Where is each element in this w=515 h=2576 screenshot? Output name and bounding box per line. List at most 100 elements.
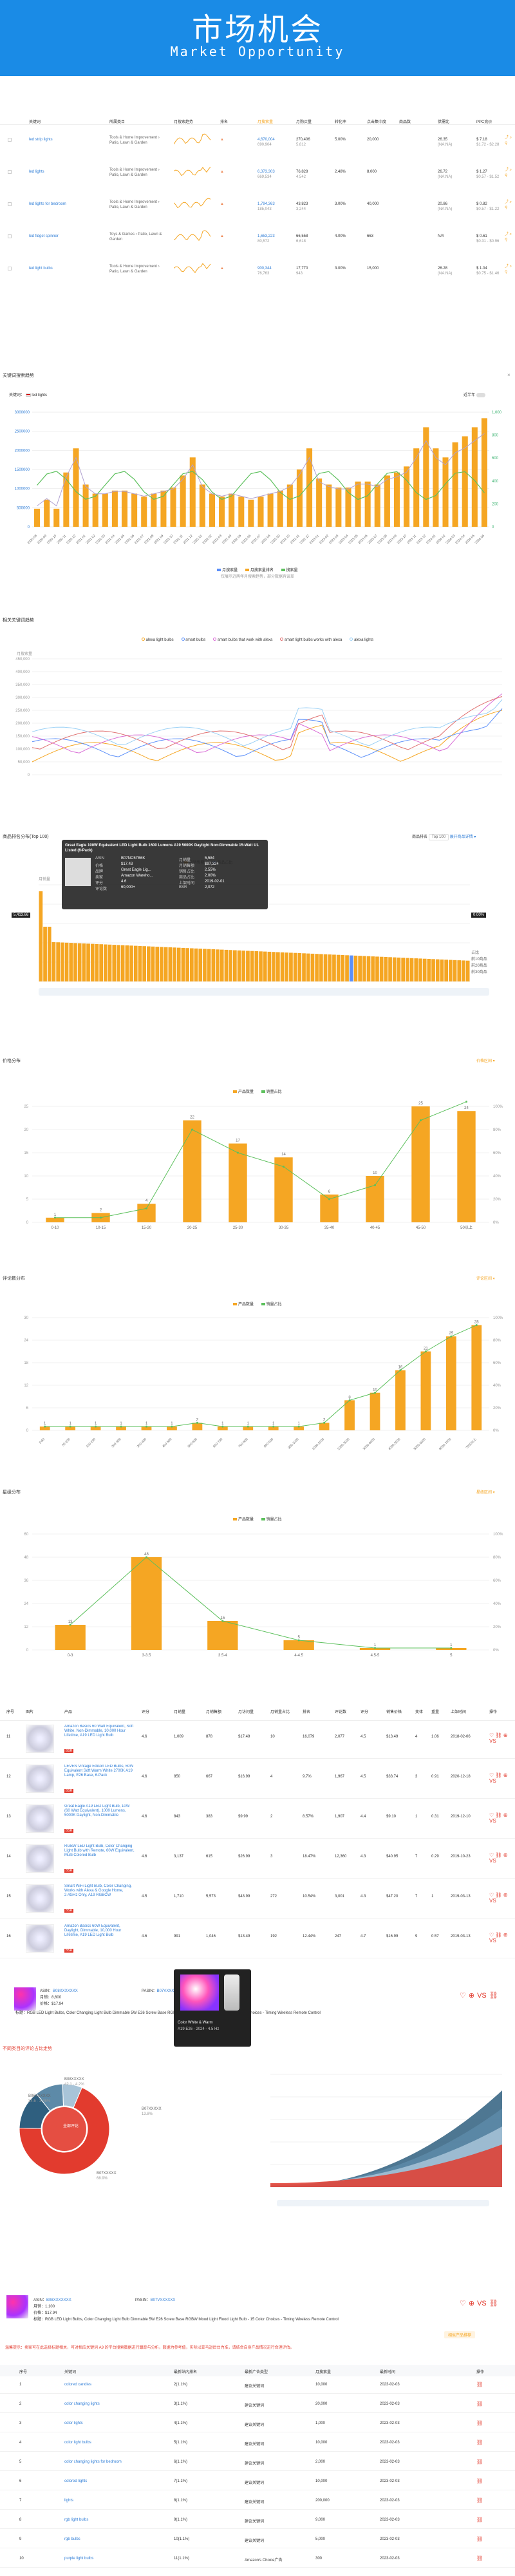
legend-item[interactable]: smart bulbs (181, 638, 205, 642)
product-thumb[interactable] (26, 1804, 54, 1833)
bt-action-icon[interactable]: ⛓ (476, 2459, 483, 2465)
similar-button[interactable]: 相似产品推荐 (444, 2331, 476, 2338)
compare-icon[interactable]: ⊕ (468, 1992, 475, 2000)
legend-item[interactable]: 产品数量 (233, 1303, 254, 1307)
kw-text[interactable]: led fidget spinner (29, 234, 59, 238)
bt-cell-1[interactable]: color changing lights (64, 2402, 100, 2406)
legend-item[interactable]: alexa lights (350, 638, 373, 642)
bar-value-label: 1 (145, 1422, 148, 1426)
row-checkbox[interactable] (8, 138, 12, 142)
y-tick: 36 (24, 1579, 28, 1583)
link-icon[interactable]: ⛓ (489, 1992, 498, 2000)
bt-action-icon[interactable]: ⛓ (476, 2497, 483, 2503)
ranking-bar (39, 891, 43, 981)
bt-action-icon[interactable]: ⛓ (476, 2382, 483, 2387)
bt-cell-1[interactable]: color light bulbs (64, 2441, 91, 2445)
bt-action-icon[interactable]: ⛓ (476, 2517, 483, 2523)
area-scrollbar[interactable] (277, 2200, 489, 2206)
pt-star: 4.3 (360, 1895, 366, 1899)
bt-cell-1[interactable]: purple light bulbs (64, 2557, 94, 2561)
row-action-icons[interactable]: ⤴ ⌕ ⚲ (505, 136, 512, 146)
bt-cell-1[interactable]: rgb light bulbs (64, 2518, 89, 2522)
kw-text[interactable]: led strip lights (29, 138, 53, 142)
link-icon[interactable]: ⛓ (489, 2300, 498, 2307)
product-thumb[interactable] (26, 1844, 54, 1873)
kw-text[interactable]: led lights (29, 170, 44, 174)
review-link[interactable]: 评论区间 ▾ (476, 1277, 495, 1281)
bt-cell-1[interactable]: color changing lights for bedroom (64, 2460, 122, 2464)
vs-icon[interactable]: VS (477, 1992, 487, 2000)
heart-icon[interactable]: ♡ (460, 1992, 466, 2000)
ranking-bar (176, 947, 181, 981)
product-name[interactable]: Amazon Basics 60W Equivalent, Daylight, … (64, 1924, 122, 1937)
pt-action-icons[interactable]: ♡ ⛓ ⊕ VS (489, 1852, 508, 1864)
ranking-bar (142, 946, 146, 981)
bt-cell-1[interactable]: lights (64, 2499, 74, 2503)
legend-item[interactable]: 月搜索量排名 (245, 569, 274, 573)
pt-action-icons[interactable]: ♡ ⛓ ⊕ VS (489, 1932, 508, 1944)
bt-cell-1[interactable]: color lights (64, 2421, 83, 2425)
bt-action-icon[interactable]: ⛓ (476, 2478, 483, 2484)
bt-action-icon[interactable]: ⛓ (476, 2536, 483, 2542)
legend-item[interactable]: smart bulbs that work with alexa (213, 638, 272, 642)
legend-item[interactable]: 月搜索量 (217, 569, 238, 573)
row-action-icons[interactable]: ⤴ ⌕ ⚲ (505, 232, 512, 242)
bt-action-icon[interactable]: ⛓ (476, 2555, 483, 2561)
pie-label-value: 68.9% (97, 2177, 108, 2181)
bt-action-icon[interactable]: ⛓ (476, 2439, 483, 2445)
legend-item[interactable]: 销量占比 (261, 1518, 282, 1522)
row-action-icons[interactable]: ⤴ ⌕ ⚲ (505, 168, 512, 178)
price-link[interactable]: 价格区间 ▾ (476, 1059, 495, 1063)
product-name[interactable]: RGBW LED Light Bulb, Color Changing Ligh… (64, 1844, 135, 1857)
legend-item[interactable]: 销量占比 (261, 1303, 282, 1307)
detail1-asin[interactable]: B08XXXXXXX (53, 1989, 78, 1993)
legend-item[interactable]: 搜索量 (281, 569, 298, 573)
product-thumb[interactable] (26, 1884, 54, 1913)
row-action-icons[interactable]: ⤴ ⌕ ⚲ (505, 200, 512, 210)
bt-action-icon[interactable]: ⛓ (476, 2420, 483, 2426)
compare-icon[interactable]: ⊕ (468, 2300, 475, 2307)
pt-action-icons[interactable]: ♡ ⛓ ⊕ VS (489, 1812, 508, 1824)
legend-item[interactable]: smart light bulbs works with alexa (280, 638, 342, 642)
row-checkbox[interactable] (8, 202, 12, 206)
bt-action-icon[interactable]: ⛓ (476, 2401, 483, 2407)
ranking-scrollbar[interactable] (39, 988, 489, 996)
legend-item[interactable]: 产品数量 (233, 1090, 254, 1094)
product-name[interactable]: Amazon Basics 60 Watt Equivalent, Soft W… (64, 1725, 134, 1738)
legend-item[interactable]: 产品数量 (233, 1518, 254, 1522)
bar-value-label: 6 (328, 1190, 331, 1194)
pt-action-icons[interactable]: ♡ ⛓ ⊕ VS (489, 1892, 508, 1904)
product-thumb[interactable] (26, 1765, 54, 1793)
ranking-bar (246, 951, 250, 981)
ranking-expand-link[interactable]: 展开商品详情 ▾ (449, 835, 476, 839)
legend-item[interactable]: 销量占比 (261, 1090, 282, 1094)
detail1-parent[interactable]: B07VXXXXXX (156, 1989, 182, 1993)
row-action-icons[interactable]: ⤴ ⌕ ⚲ (505, 265, 512, 274)
trend-kw-value[interactable]: led lights (32, 393, 48, 397)
product-name[interactable]: LEVEN Vintage Edison LED Bulbs, 60W Equi… (64, 1765, 134, 1777)
kw-text[interactable]: led lights for bedroom (29, 202, 66, 206)
product-name[interactable]: Great Eagle A19 LED Light Bulb, 10W (60 … (64, 1804, 130, 1817)
pt-action-icons[interactable]: ♡ ⛓ ⊕ VS (489, 1772, 508, 1784)
rating-link[interactable]: 星级区间 ▾ (476, 1491, 495, 1495)
kw-text[interactable]: led light bulbs (29, 267, 53, 270)
product-name[interactable]: Smart WiFi Light Bulb, Color Changing, W… (64, 1884, 132, 1897)
bt-cell-1[interactable]: colored candles (64, 2383, 92, 2387)
toggle-switch[interactable] (476, 392, 485, 397)
bt-cell-1[interactable]: rgb bulbs (64, 2537, 80, 2541)
vs-icon[interactable]: VS (477, 2300, 487, 2307)
row-checkbox[interactable] (8, 170, 12, 174)
product-thumb[interactable] (26, 1725, 54, 1753)
product-thumb[interactable] (26, 1924, 54, 1953)
close-icon[interactable]: × (507, 372, 510, 378)
heart-icon[interactable]: ♡ (460, 2300, 466, 2307)
detail2-asin[interactable]: B08XXXXXXX (46, 2298, 71, 2302)
legend-item[interactable]: alexa light bulbs (141, 638, 174, 642)
row-checkbox[interactable] (8, 267, 12, 270)
pt-action-icons[interactable]: ♡ ⛓ ⊕ VS (489, 1732, 508, 1744)
ranking-select[interactable]: Top 100 (428, 834, 449, 840)
bt-cell-2: 6(1.1%) (174, 2460, 188, 2464)
row-checkbox[interactable] (8, 234, 12, 238)
detail2-parent[interactable]: B07VXXXXXX (150, 2298, 176, 2302)
bt-cell-1[interactable]: colored lights (64, 2479, 88, 2483)
